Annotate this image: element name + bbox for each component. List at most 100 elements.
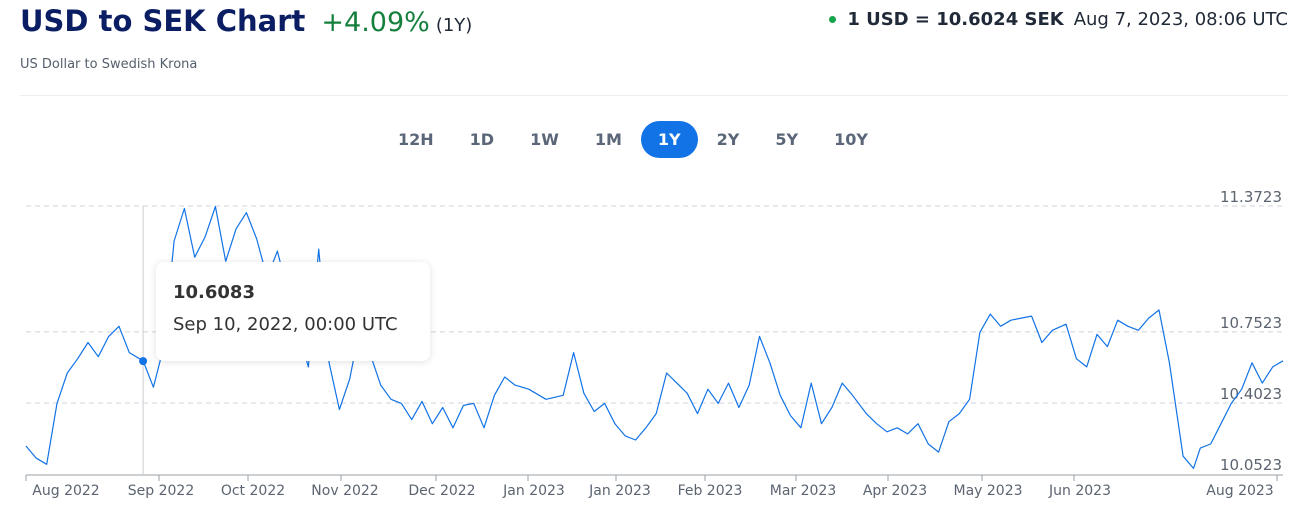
data-point <box>583 392 585 394</box>
x-tick-label: Jan 2023 <box>502 483 565 499</box>
data-point <box>1182 455 1184 457</box>
x-tick-label: Jan 2023 <box>588 483 651 499</box>
data-point <box>810 382 812 384</box>
data-point <box>1000 325 1002 327</box>
header-divider <box>20 95 1288 96</box>
data-point <box>1192 467 1194 469</box>
range-button-1m[interactable]: 1M <box>578 121 639 158</box>
data-point <box>276 250 278 252</box>
data-point <box>1065 323 1067 325</box>
data-point <box>989 313 991 315</box>
data-point <box>614 423 616 425</box>
range-button-5y[interactable]: 5Y <box>758 121 815 158</box>
data-point <box>411 419 413 421</box>
data-point <box>204 236 206 238</box>
x-tick-label: Feb 2023 <box>678 483 743 499</box>
x-tick-label: Oct 2022 <box>221 483 285 499</box>
data-point <box>77 358 79 360</box>
x-tick-label: Aug 2023 <box>1206 483 1273 499</box>
current-rate: 1 USD = 10.6024 SEK Aug 7, 2023, 08:06 U… <box>829 9 1288 30</box>
data-point <box>421 400 423 402</box>
data-point <box>338 408 340 410</box>
data-point <box>938 451 940 453</box>
data-point <box>865 413 867 415</box>
data-point <box>97 356 99 358</box>
data-point <box>1020 317 1022 319</box>
data-point <box>493 394 495 396</box>
change-period: (1Y) <box>435 15 473 36</box>
data-point <box>214 205 216 207</box>
data-point <box>400 402 402 404</box>
data-point <box>666 372 668 374</box>
data-point <box>624 435 626 437</box>
data-point <box>256 238 258 240</box>
data-point <box>1117 319 1119 321</box>
range-button-12h[interactable]: 12H <box>381 121 451 158</box>
range-button-1w[interactable]: 1W <box>513 121 576 158</box>
data-point <box>452 427 454 429</box>
data-point <box>473 402 475 404</box>
data-point <box>307 366 309 368</box>
data-point <box>1137 329 1139 331</box>
data-point <box>245 212 247 214</box>
data-point <box>876 423 878 425</box>
data-point <box>1010 319 1012 321</box>
data-point <box>173 240 175 242</box>
data-point <box>183 207 185 209</box>
range-button-10y[interactable]: 10Y <box>817 121 885 158</box>
live-status-dot-icon <box>829 16 837 23</box>
range-button-2y[interactable]: 2Y <box>700 121 757 158</box>
data-point <box>562 394 564 396</box>
data-point <box>46 463 48 465</box>
range-button-1y[interactable]: 1Y <box>640 121 698 158</box>
data-point <box>118 325 120 327</box>
data-point <box>979 331 981 333</box>
data-point <box>927 443 929 445</box>
data-point <box>635 439 637 441</box>
data-point <box>431 423 433 425</box>
data-point <box>328 362 330 364</box>
range-button-1d[interactable]: 1D <box>453 121 511 158</box>
highlight-point <box>139 357 148 366</box>
data-point <box>917 423 919 425</box>
chart-header: USD to SEK Chart +4.09% (1Y) <box>20 4 472 38</box>
chart-tooltip: 10.6083 Sep 10, 2022, 00:00 UTC <box>156 262 430 361</box>
rate-timestamp: Aug 7, 2023, 08:06 UTC <box>1073 9 1288 30</box>
data-point <box>748 384 750 386</box>
data-point <box>1251 362 1253 364</box>
data-point <box>707 388 709 390</box>
data-point <box>1272 366 1274 368</box>
y-tick-label: 10.0523 <box>1220 456 1282 474</box>
data-point <box>194 256 196 258</box>
data-point <box>759 335 761 337</box>
data-point <box>318 248 320 250</box>
data-point <box>1241 388 1243 390</box>
data-point <box>1148 317 1150 319</box>
data-point <box>35 457 37 459</box>
x-tick-label: Sep 2022 <box>128 483 194 499</box>
tooltip-value: 10.6083 <box>173 282 255 303</box>
page-subtitle: US Dollar to Swedish Krona <box>20 57 198 72</box>
data-point <box>528 388 530 390</box>
data-point <box>442 406 444 408</box>
data-point <box>769 362 771 364</box>
data-point <box>969 398 971 400</box>
series-line <box>25 205 1284 469</box>
data-point <box>790 415 792 417</box>
data-point <box>1051 329 1053 331</box>
data-point <box>738 406 740 408</box>
data-point <box>152 386 154 388</box>
data-point <box>1075 358 1077 360</box>
data-point <box>1106 346 1108 348</box>
data-point <box>717 402 719 404</box>
data-point <box>349 378 351 380</box>
data-point <box>1096 333 1098 335</box>
x-tick-label: Jun 2023 <box>1048 483 1111 499</box>
data-point <box>852 394 854 396</box>
data-point <box>896 427 898 429</box>
data-point <box>462 404 464 406</box>
data-point <box>1127 325 1129 327</box>
data-point <box>1220 423 1222 425</box>
data-point <box>514 384 516 386</box>
data-point <box>886 431 888 433</box>
